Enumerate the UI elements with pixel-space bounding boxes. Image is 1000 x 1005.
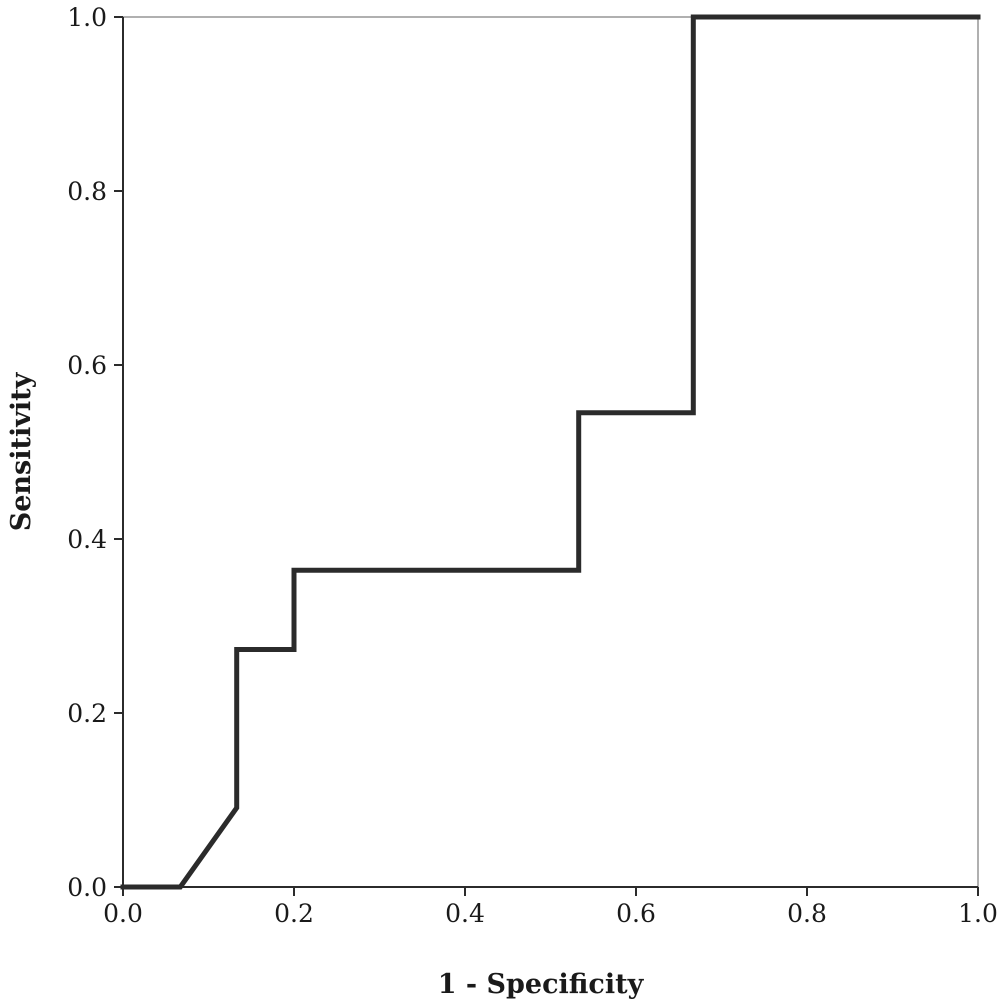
x-axis-title: 1 - Specificity <box>438 969 645 1000</box>
x-tick-label: 1.0 <box>958 899 998 928</box>
plot-frame <box>122 16 979 888</box>
y-tick-label: 0.2 <box>67 699 107 728</box>
x-tick-label: 0.0 <box>103 899 143 928</box>
x-tick-label: 0.2 <box>274 899 314 928</box>
y-tick-label: 0.8 <box>67 177 107 206</box>
y-tick-label: 0.6 <box>67 351 107 380</box>
y-axis-title: Sensitivity <box>6 371 37 531</box>
x-tick-label: 0.8 <box>787 899 827 928</box>
x-tick-label: 0.4 <box>445 899 485 928</box>
y-tick-label: 0.0 <box>67 873 107 902</box>
roc-curve-layer <box>120 14 981 890</box>
y-tick-label: 0.4 <box>67 525 107 554</box>
x-tick-label: 0.6 <box>616 899 656 928</box>
x-axis-ticks: 0.0 0.2 0.4 0.6 0.8 1.0 <box>103 887 998 928</box>
y-axis-ticks: 0.0 0.2 0.4 0.6 0.8 1.0 <box>67 3 123 902</box>
y-tick-label: 1.0 <box>67 3 107 32</box>
roc-curve-line <box>120 14 981 890</box>
